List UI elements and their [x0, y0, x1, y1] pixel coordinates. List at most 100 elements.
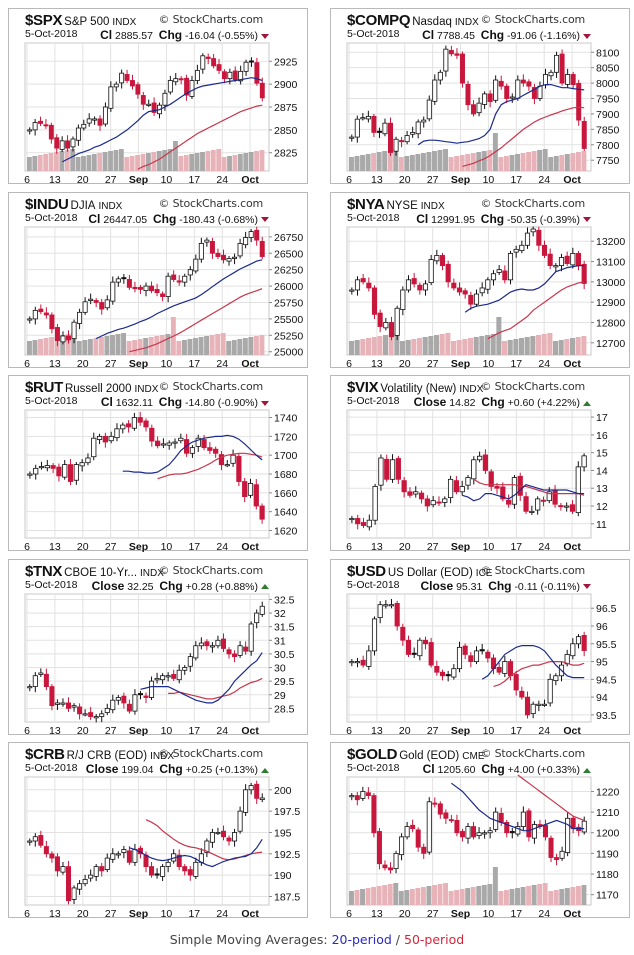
sma-legend-prefix: Simple Moving Averages:	[169, 932, 332, 947]
svg-text:24: 24	[216, 541, 228, 553]
chart-title: $VIX Volatility (New) INDX	[347, 379, 483, 396]
chart-panel-spx[interactable]: $SPX S&P 500 INDX © StockCharts.com 5-Oct-…	[8, 8, 309, 187]
chart-panel-usd[interactable]: $USD US Dollar (EOD) ICE © StockCharts.com…	[330, 558, 631, 738]
ticker-symbol[interactable]: $GOLD	[347, 746, 398, 763]
close-label: Close	[85, 762, 119, 776]
triangle-up-icon	[583, 400, 591, 406]
svg-text:1210: 1210	[596, 807, 620, 819]
svg-text:Sep: Sep	[451, 174, 470, 186]
close-value: 7788.45	[436, 30, 475, 42]
candlestick-plot[interactable]: 6 13 20 27 Sep 10 17 24 Oct 187.5 190 192.5 195 197.5…	[24, 776, 309, 921]
quote-date: 5-Oct-2018	[347, 578, 400, 591]
candlestick-plot[interactable]: 6 13 20 27 Sep 10 17 24 Oct 25000 25250 25500 25750 2…	[24, 226, 309, 371]
svg-text:6: 6	[24, 174, 30, 186]
close-value: 26447.05	[103, 213, 148, 226]
svg-text:1700: 1700	[274, 450, 298, 462]
chart-panel-gold[interactable]: $GOLD Gold (EOD) CME © StockCharts.com 5-O…	[330, 742, 631, 921]
ticker-symbol[interactable]: $COMPQ	[347, 12, 411, 29]
svg-text:6: 6	[24, 908, 30, 920]
ticker-symbol[interactable]: $TNX	[25, 562, 63, 580]
svg-text:2825: 2825	[274, 148, 298, 160]
ticker-symbol[interactable]: $SPX	[25, 12, 63, 29]
svg-text:6: 6	[346, 358, 352, 370]
quote-date: 5-Oct-2018	[347, 395, 400, 407]
chg-label: Chg	[488, 578, 512, 593]
chart-panel-compq[interactable]: $COMPQ Nasdaq INDX © StockCharts.com 5-Oct…	[330, 8, 631, 187]
candlestick-plot[interactable]: 6 13 20 27 Sep 10 17 24 Oct 7750 7800 7850 7900 7950 8…	[346, 42, 631, 187]
quote-date: 5-Oct-2018	[347, 762, 400, 774]
stockcharts-brand: © StockCharts.com	[480, 747, 586, 760]
svg-text:6: 6	[346, 541, 352, 553]
ticker-symbol[interactable]: $CRB	[25, 746, 65, 763]
triangle-down-icon	[261, 400, 269, 406]
svg-text:17: 17	[188, 541, 200, 553]
candlestick-plot[interactable]: 6 13 20 27 Sep 10 17 24 Oct 1170 1180 1190 1200 1210 1…	[346, 774, 631, 921]
svg-text:Oct: Oct	[241, 725, 259, 737]
svg-text:24: 24	[216, 725, 228, 737]
svg-text:7750: 7750	[596, 155, 620, 167]
candlestick-plot[interactable]: 6 13 20 27 Sep 10 17 24 Oct 12700 12800 12900 13000 1…	[346, 225, 631, 371]
svg-text:96.5: 96.5	[596, 603, 617, 615]
svg-text:95: 95	[596, 656, 608, 668]
sma20-legend: 20-period	[331, 932, 392, 947]
instrument-name: R/J CRB (EOD)	[66, 750, 148, 762]
ticker-symbol[interactable]: $USD	[347, 562, 386, 580]
svg-text:20: 20	[399, 174, 411, 186]
svg-text:192.5: 192.5	[274, 849, 300, 861]
ticker-symbol[interactable]: $VIX	[347, 379, 379, 396]
chart-panel-crb[interactable]: $CRB R/J CRB (EOD) INDX © StockCharts.com …	[8, 742, 309, 921]
chart-panel-indu[interactable]: $INDU DJIA INDX © StockCharts.com 5-Oct-20…	[8, 191, 309, 371]
svg-text:2850: 2850	[274, 125, 298, 137]
svg-text:24: 24	[538, 908, 550, 920]
instrument-name: S&P 500	[64, 16, 110, 28]
chg-label: Chg	[480, 211, 505, 226]
svg-text:27: 27	[427, 908, 439, 920]
quote-values: Close 32.25 Chg +0.28 (+0.88%)	[92, 579, 269, 593]
svg-text:25250: 25250	[274, 330, 303, 342]
svg-text:16: 16	[596, 430, 608, 442]
ticker-symbol[interactable]: $INDU	[25, 195, 69, 213]
svg-text:15: 15	[596, 448, 608, 460]
exchange-label: CME	[462, 751, 485, 762]
chg-value: -180.43 (-0.68%)	[179, 213, 258, 226]
quote-date: 5-Oct-2018	[25, 395, 78, 407]
close-label: Cl	[416, 211, 429, 226]
chart-panel-rut[interactable]: $RUT Russell 2000 INDX © StockCharts.com 5…	[8, 375, 309, 554]
svg-text:13: 13	[371, 541, 383, 553]
candlestick-plot[interactable]: 6 13 20 27 Sep 10 17 24 Oct 1620 1640 1660 1680 1700 1…	[24, 409, 309, 554]
close-value: 1632.11	[115, 397, 153, 409]
chart-panel-tnx[interactable]: $TNX CBOE 10-Yr... INDX © StockCharts.com …	[8, 558, 309, 738]
svg-text:Sep: Sep	[129, 358, 148, 370]
chart-title: $INDU DJIA INDX	[25, 195, 122, 213]
svg-text:13: 13	[371, 725, 383, 737]
triangle-up-icon	[261, 584, 269, 590]
candlestick-plot[interactable]: 6 13 20 27 Sep 10 17 24 Oct 11 12 13 14 15 16 17	[346, 409, 631, 554]
svg-text:Oct: Oct	[241, 908, 259, 920]
ticker-symbol[interactable]: $NYA	[347, 195, 385, 213]
svg-text:25750: 25750	[274, 297, 303, 309]
svg-text:1200: 1200	[596, 828, 620, 840]
svg-text:2925: 2925	[274, 56, 298, 68]
chart-panel-vix[interactable]: $VIX Volatility (New) INDX © StockCharts.c…	[330, 375, 631, 554]
svg-text:10: 10	[161, 725, 173, 737]
chart-panel-nya[interactable]: $NYA NYSE INDX © StockCharts.com 5-Oct-201…	[330, 191, 631, 371]
svg-text:30.5: 30.5	[274, 648, 295, 660]
svg-text:13000: 13000	[596, 276, 625, 288]
svg-text:Sep: Sep	[451, 908, 470, 920]
svg-text:1640: 1640	[274, 507, 298, 519]
quote-date: 5-Oct-2018	[25, 28, 78, 40]
candlestick-plot[interactable]: 6 13 20 27 Sep 10 17 24 Oct 93.5 94 94.5 95 95.5 96 96.…	[346, 593, 631, 738]
candlestick-plot[interactable]: 6 13 20 27 Sep 10 17 24 Oct 2825 2850 2875 2900 2925	[24, 42, 309, 187]
svg-text:30: 30	[274, 662, 286, 674]
close-label: Close	[413, 395, 447, 409]
svg-text:10: 10	[161, 908, 173, 920]
svg-text:10: 10	[161, 541, 173, 553]
svg-text:6: 6	[24, 725, 30, 737]
svg-text:26750: 26750	[274, 231, 303, 243]
svg-text:17: 17	[510, 908, 522, 920]
svg-text:20: 20	[399, 358, 411, 370]
svg-text:Sep: Sep	[129, 725, 148, 737]
ticker-symbol[interactable]: $RUT	[25, 379, 63, 396]
svg-text:17: 17	[188, 358, 200, 370]
